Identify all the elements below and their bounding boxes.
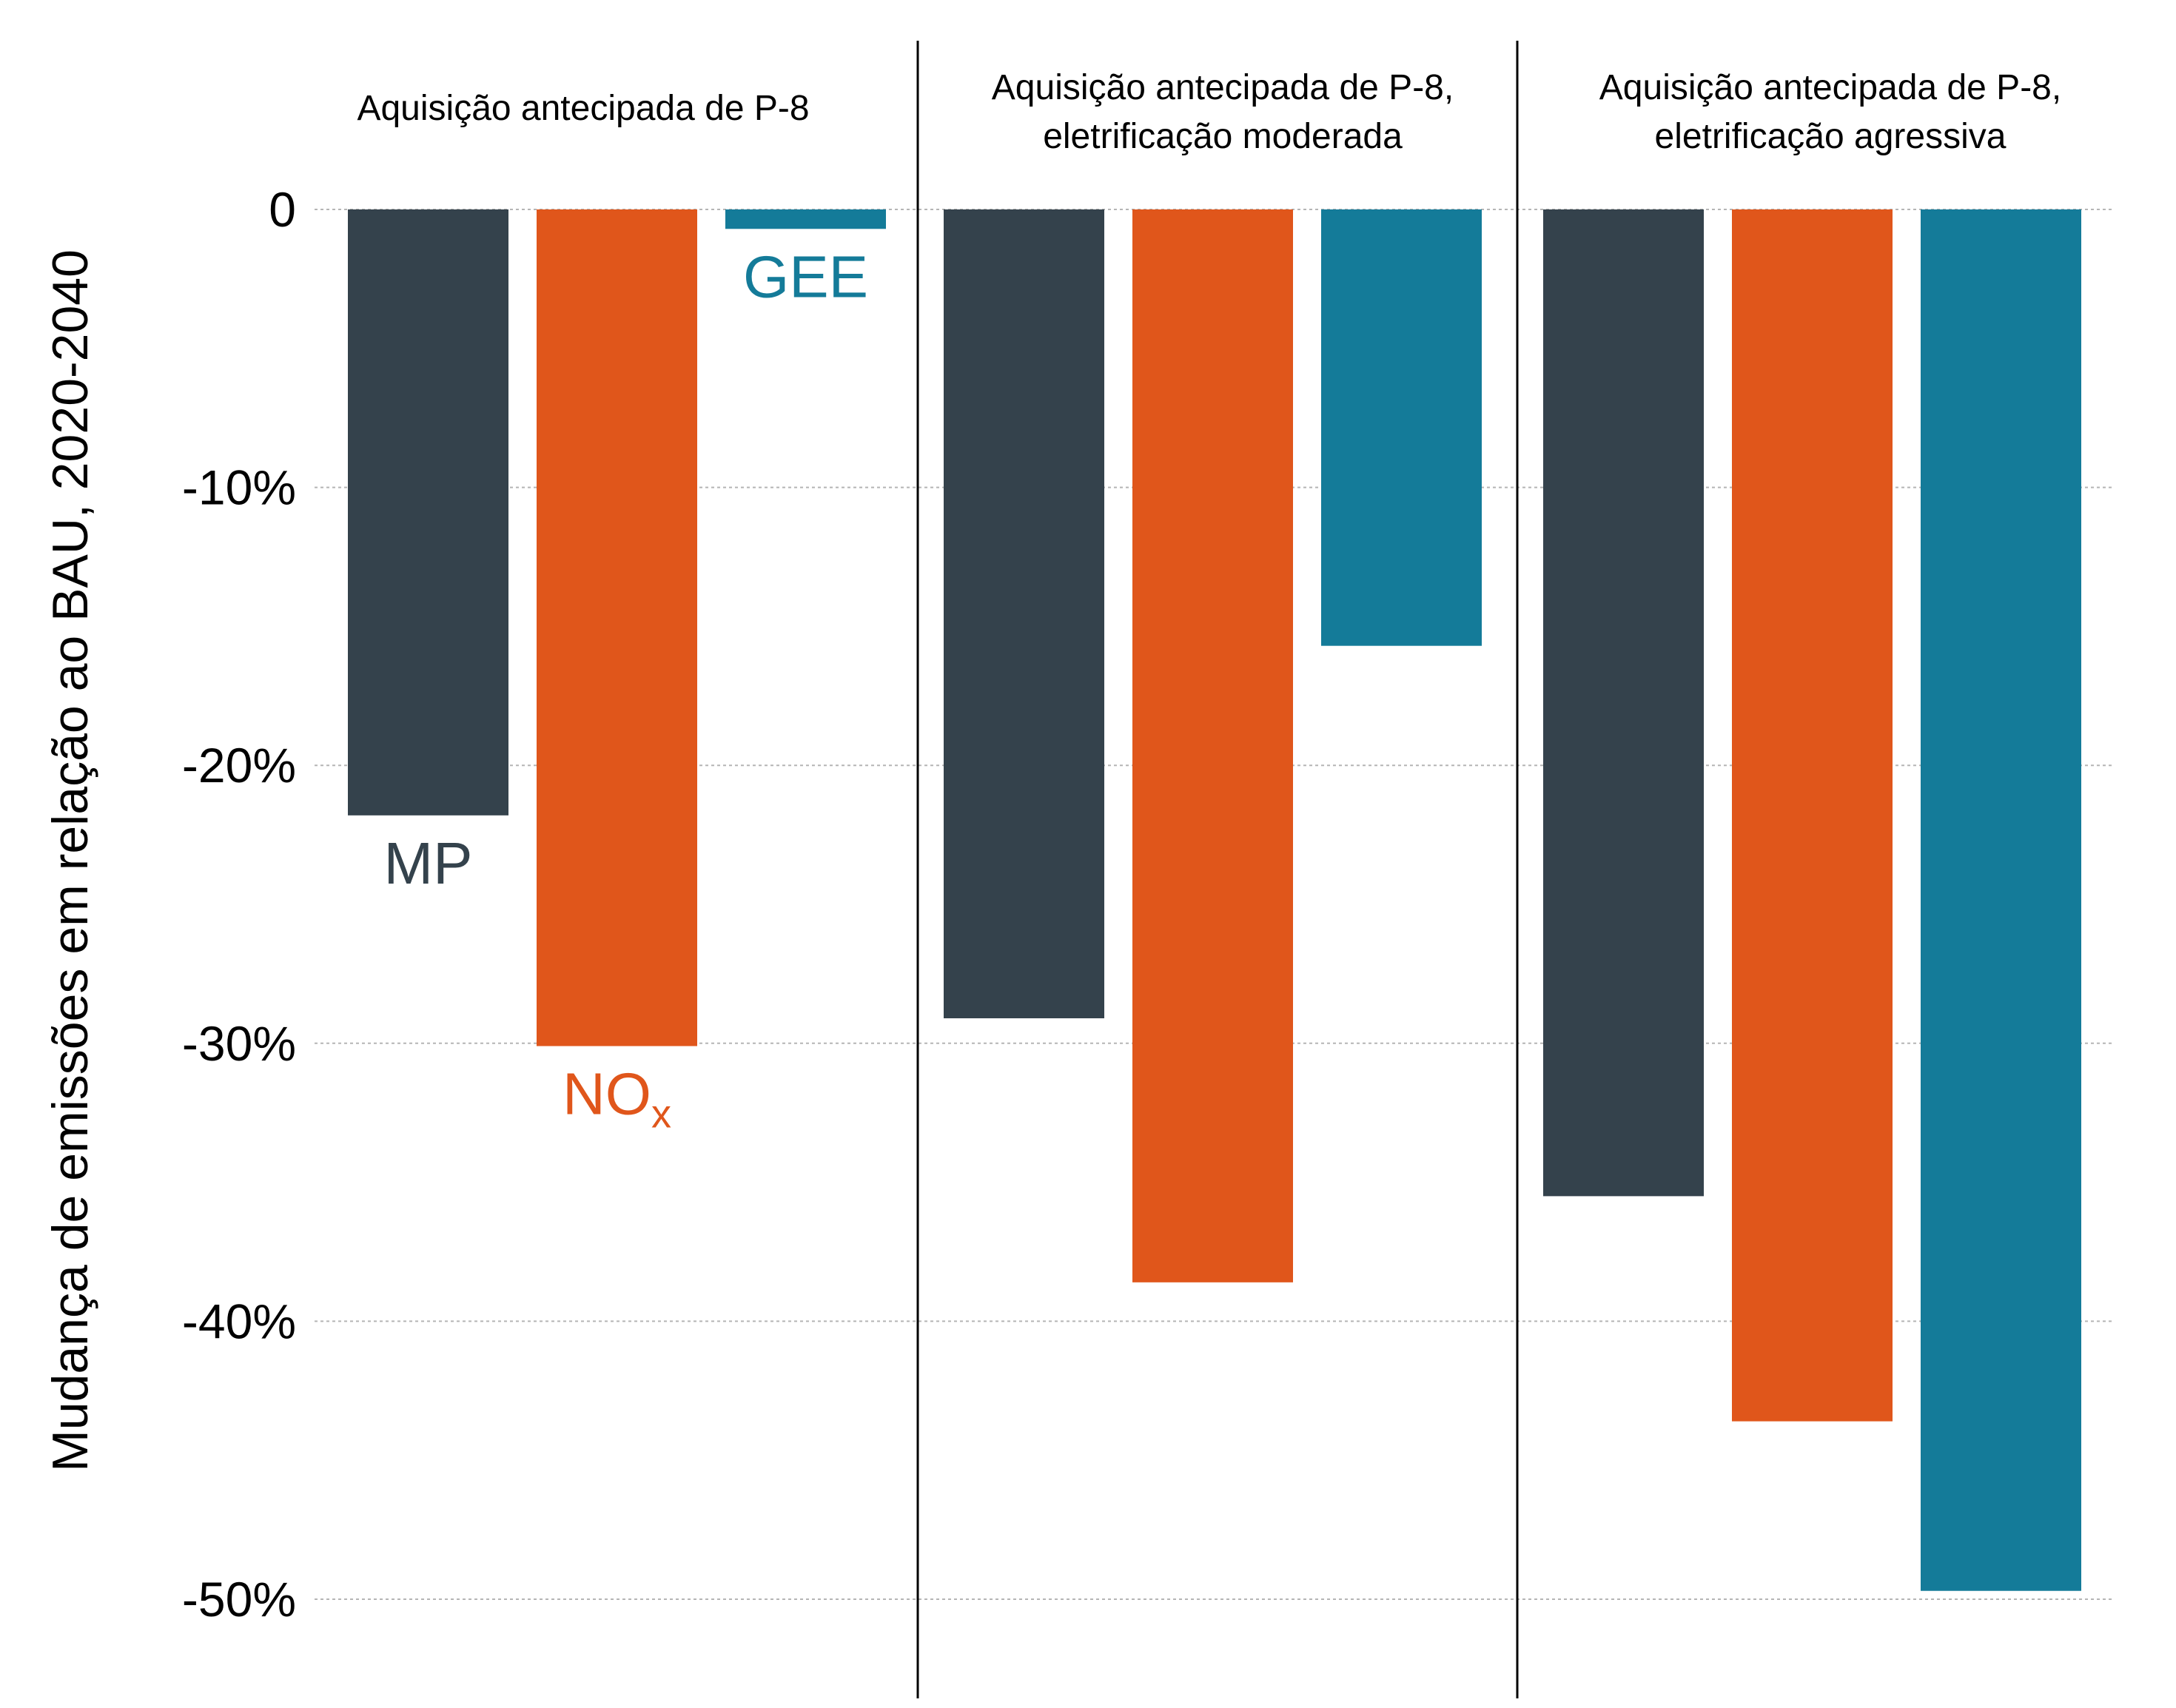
series-label-nox: NOx: [563, 1061, 671, 1137]
bar-mp: [944, 209, 1104, 1018]
y-tick-label: 0: [269, 182, 296, 237]
y-tick-label: -40%: [182, 1294, 296, 1348]
series-label-gee: GEE: [743, 243, 868, 309]
panel-title: eletrificação agressiva: [1655, 117, 2007, 156]
series-label-mp: MP: [384, 830, 473, 896]
y-tick-label: -50%: [182, 1572, 296, 1627]
bar-nox: [1132, 209, 1293, 1282]
y-axis-label: Mudança de emissões em relação ao BAU, 2…: [42, 249, 98, 1472]
bar-mp: [348, 209, 508, 816]
y-tick-label: -20%: [182, 738, 296, 793]
y-axis-ticks: 0 -10% -20% -30% -40% -50%: [182, 182, 296, 1627]
panel-title: Aquisição antecipada de P-8: [357, 89, 809, 128]
bar-mp: [1543, 209, 1704, 1197]
bar-gee: [1321, 209, 1482, 646]
series-labels: MP NOx GEE: [384, 243, 868, 1136]
panel-titles: Aquisição antecipada de P-8 Aquisição ant…: [357, 68, 2061, 156]
bar-nox: [537, 209, 697, 1046]
panel-title: Aquisição antecipada de P-8,: [992, 68, 1454, 107]
bar-nox: [1732, 209, 1893, 1422]
panel-title: eletrificação moderada: [1043, 117, 1403, 156]
bar-gee: [725, 209, 886, 229]
panel-dividers: [916, 41, 1519, 1698]
bar-gee: [1921, 209, 2081, 1591]
y-tick-label: -30%: [182, 1016, 296, 1071]
bars: [348, 209, 2081, 1591]
panel-title: Aquisição antecipada de P-8,: [1599, 68, 2061, 107]
y-tick-label: -10%: [182, 460, 296, 515]
